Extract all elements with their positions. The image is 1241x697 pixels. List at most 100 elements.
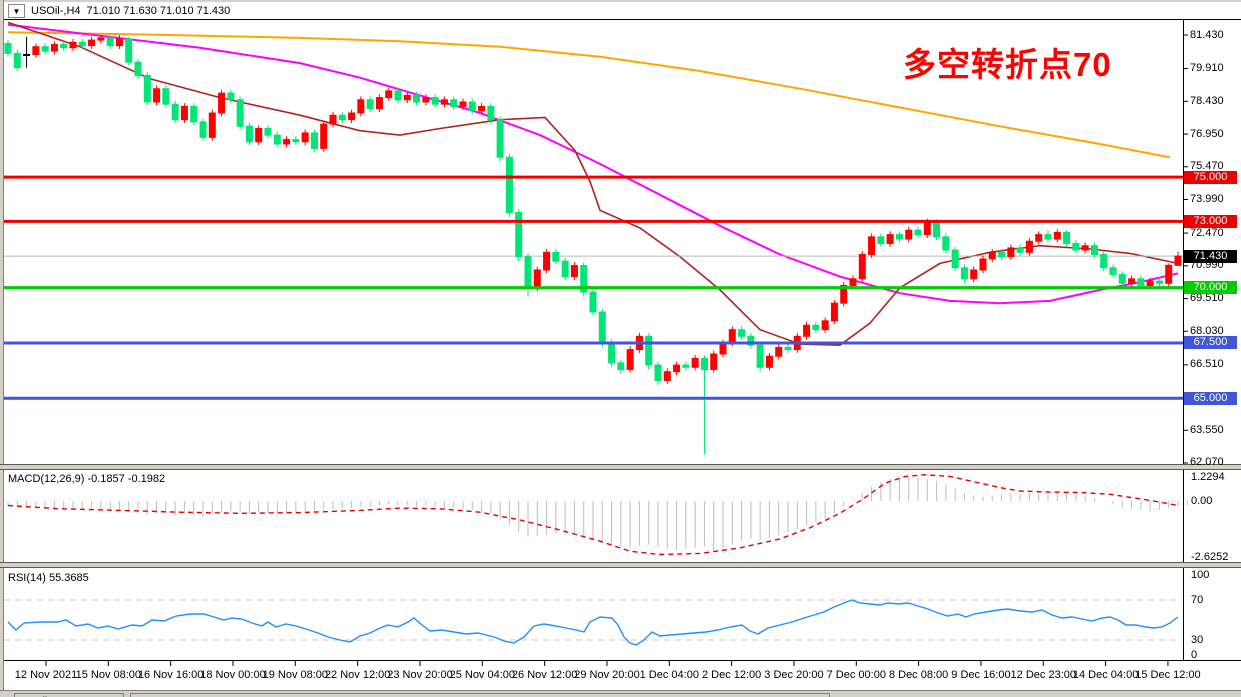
candle-body <box>728 329 736 344</box>
candle-body <box>1053 231 1061 240</box>
candle-body <box>515 212 523 258</box>
candle-body <box>292 139 300 143</box>
candle-body <box>32 46 40 55</box>
candle-body <box>738 329 746 337</box>
price-badge-65.000: 65.000 <box>1184 391 1237 405</box>
candle-body <box>840 284 848 304</box>
candle-body <box>329 114 337 125</box>
ma-orange-line <box>7 31 1171 159</box>
bottom-tab-strip: USOil-,H4 <box>0 690 1241 697</box>
candle-body <box>106 37 114 47</box>
candle-body <box>301 132 309 143</box>
candle-body <box>923 220 931 236</box>
window-tab[interactable] <box>130 693 830 697</box>
candle-body <box>218 92 226 114</box>
candle-body <box>821 320 829 331</box>
price-axis-label: 81.430 <box>1190 28 1224 41</box>
price-axis-label: 76.950 <box>1190 127 1224 140</box>
macd-axis-label: 1.2294 <box>1191 471 1225 483</box>
symbol-dropdown-icon[interactable]: ▼ <box>8 4 25 18</box>
candle-body <box>598 311 606 344</box>
candle-body <box>1025 240 1033 253</box>
price-axis-label: 78.430 <box>1190 94 1224 107</box>
candle-body <box>589 291 597 313</box>
candle-body <box>264 128 272 136</box>
candle-body <box>190 105 198 123</box>
candle-body <box>283 139 291 145</box>
candle-body <box>310 132 318 149</box>
candle-body <box>348 112 356 121</box>
candle-body <box>505 156 513 214</box>
candle-body <box>1081 245 1089 251</box>
candle-body <box>561 260 569 278</box>
time-axis-label: 15 Nov 08:00 <box>75 669 142 681</box>
candle-body <box>78 41 86 47</box>
candle-body <box>1118 273 1126 284</box>
candle-body <box>1016 247 1024 253</box>
candle-body <box>50 44 58 52</box>
candle-body <box>803 324 811 337</box>
candle-body <box>375 97 383 110</box>
candle-body <box>69 41 77 49</box>
candle-body <box>1137 278 1145 286</box>
candle-body <box>710 353 718 370</box>
rsi-panel-label: RSI(14) 55.3685 <box>8 572 89 584</box>
candle-body <box>988 251 996 260</box>
window-tab[interactable]: USOil-,H4 <box>14 693 124 697</box>
candle-body <box>1109 267 1117 275</box>
candle-body <box>13 52 21 69</box>
candle-body <box>143 74 151 103</box>
annotation-text[interactable]: 多空转折点70 <box>903 46 1112 83</box>
candle-body <box>719 342 727 355</box>
rsi-axis-label: 0 <box>1191 649 1198 661</box>
panel-splitter[interactable] <box>0 464 1241 470</box>
price-axis-label: 69.510 <box>1190 292 1224 304</box>
price-badge-75.000: 75.000 <box>1184 170 1237 184</box>
candle-body <box>775 346 783 357</box>
candle-body <box>1072 242 1080 251</box>
time-axis-label: 7 Dec 00:00 <box>826 669 886 681</box>
candle-body <box>895 234 903 240</box>
time-axis-label: 22 Nov 12:00 <box>324 669 391 681</box>
candle-body <box>357 99 365 114</box>
rsi-axis-label: 100 <box>1191 569 1210 581</box>
candle-body <box>366 99 374 110</box>
time-axis-label: 18 Nov 00:00 <box>200 669 266 681</box>
candle-body <box>338 114 346 121</box>
panel-splitter[interactable] <box>0 562 1241 568</box>
window-top-border <box>0 0 1241 2</box>
time-axis-label: 2 Dec 12:00 <box>701 669 762 681</box>
candle-body <box>933 220 941 238</box>
time-axis-label: 23 Nov 20:00 <box>387 669 453 681</box>
candle-body <box>765 355 773 368</box>
candle-body <box>830 302 838 322</box>
candle-body <box>663 371 671 382</box>
candle-body <box>88 39 96 47</box>
time-axis-label: 1 Dec 04:00 <box>639 669 699 681</box>
time-axis-label: 16 Nov 16:00 <box>137 669 204 681</box>
candle-body <box>41 46 49 52</box>
price-badge-70.000: 70.000 <box>1184 281 1237 295</box>
candle-body <box>487 105 495 121</box>
ma-magenta-line <box>7 23 1179 305</box>
candle-body <box>942 236 950 251</box>
candle-body <box>459 101 467 107</box>
price-axis-label: 73.990 <box>1190 192 1224 205</box>
time-axis-label: 8 Dec 08:00 <box>888 669 949 681</box>
candle-body <box>552 251 560 262</box>
candle-body <box>914 229 922 236</box>
candle-body <box>153 88 161 103</box>
candle-body <box>320 123 328 149</box>
candle-body <box>1174 255 1182 266</box>
candle-body <box>208 112 216 138</box>
candle-body <box>273 134 281 145</box>
candle-body <box>1044 234 1052 240</box>
candle-body <box>784 346 792 351</box>
price-badge-73.000: 73.000 <box>1184 214 1237 228</box>
rsi-line <box>7 599 1179 646</box>
candle-body <box>905 229 913 240</box>
price-axis-label: 63.550 <box>1190 423 1224 436</box>
candle-body <box>979 258 987 271</box>
candle-body <box>756 344 764 368</box>
